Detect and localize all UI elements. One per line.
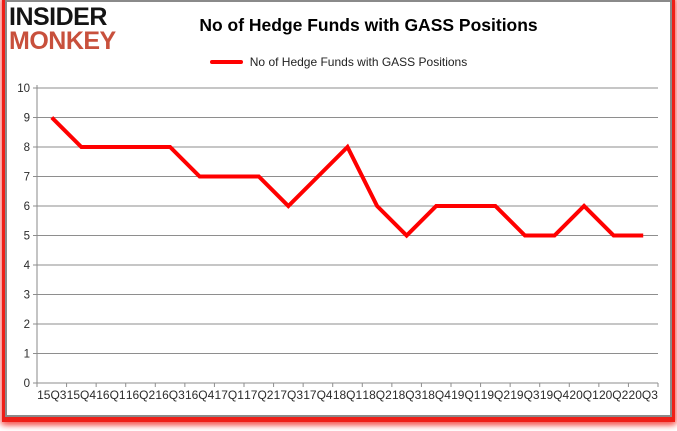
insider-monkey-logo: INSIDER MONKEY	[9, 3, 116, 55]
legend: No of Hedge Funds with GASS Positions	[0, 55, 677, 69]
logo-line-monkey: MONKEY	[9, 26, 116, 55]
chart-title: No of Hedge Funds with GASS Positions	[199, 15, 538, 35]
logo-line-insider: INSIDER	[9, 3, 107, 31]
red-border-frame	[2, 0, 675, 422]
legend-label: No of Hedge Funds with GASS Positions	[249, 55, 468, 69]
legend-line-swatch	[209, 60, 243, 64]
